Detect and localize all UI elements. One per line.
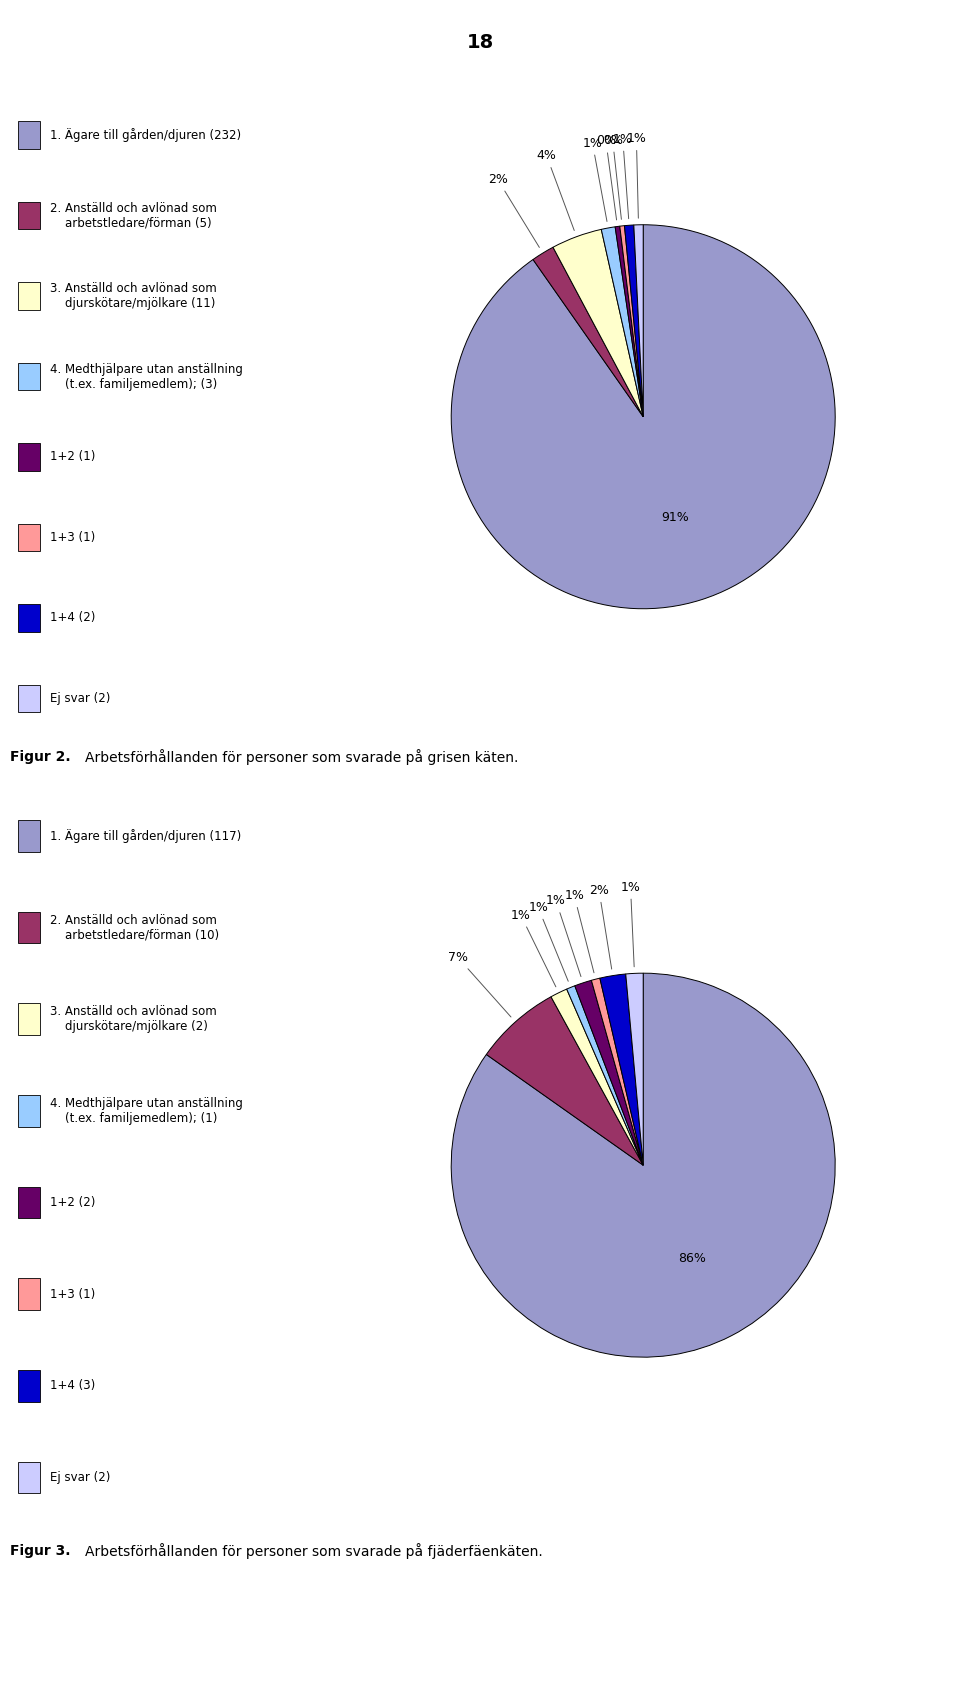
- Wedge shape: [487, 997, 643, 1165]
- Text: 2. Anställd och avlönad som
    arbetstledare/förman (5): 2. Anställd och avlönad som arbetstledar…: [50, 201, 217, 230]
- Text: 1+2 (1): 1+2 (1): [50, 451, 95, 463]
- Text: Arbetsförhållanden för personer som svarade på grisen käten.: Arbetsförhållanden för personer som svar…: [84, 748, 518, 765]
- Text: 1+4 (3): 1+4 (3): [50, 1380, 95, 1393]
- Text: 3. Anställd och avlönad som
    djurskötare/mjölkare (2): 3. Anställd och avlönad som djurskötare/…: [50, 1005, 217, 1033]
- Bar: [17, 686, 40, 713]
- Text: 4%: 4%: [537, 150, 574, 230]
- Text: Ej svar (2): Ej svar (2): [50, 1471, 110, 1483]
- Text: 2%: 2%: [488, 174, 540, 247]
- Text: 1+3 (1): 1+3 (1): [50, 531, 95, 544]
- Bar: [17, 202, 40, 230]
- Text: 1%: 1%: [511, 908, 556, 987]
- Bar: [17, 362, 40, 390]
- Bar: [17, 912, 40, 944]
- Wedge shape: [634, 225, 643, 417]
- Bar: [17, 524, 40, 551]
- Wedge shape: [533, 247, 643, 417]
- Text: Arbetsförhållanden för personer som svarade på fjäderfäenkäten.: Arbetsförhållanden för personer som svar…: [84, 1543, 542, 1560]
- Text: 91%: 91%: [661, 510, 689, 524]
- Wedge shape: [591, 978, 643, 1165]
- Wedge shape: [575, 980, 643, 1165]
- Bar: [17, 1187, 40, 1218]
- Text: Ej svar (2): Ej svar (2): [50, 692, 110, 704]
- Text: Figur 2.: Figur 2.: [10, 750, 70, 764]
- Wedge shape: [624, 225, 643, 417]
- Wedge shape: [626, 973, 643, 1165]
- Text: 1%: 1%: [546, 895, 581, 976]
- Text: 1%: 1%: [620, 881, 640, 966]
- Wedge shape: [451, 973, 835, 1357]
- Text: 1. Ägare till gården/djuren (117): 1. Ägare till gården/djuren (117): [50, 828, 241, 844]
- Text: 18: 18: [467, 32, 493, 53]
- Text: 1%: 1%: [564, 890, 594, 973]
- Text: 1. Ägare till gården/djuren (232): 1. Ägare till gården/djuren (232): [50, 128, 241, 143]
- Text: 2%: 2%: [589, 885, 612, 970]
- Text: 0%: 0%: [596, 134, 616, 219]
- Text: 1%: 1%: [627, 133, 646, 218]
- Text: 1+3 (1): 1+3 (1): [50, 1288, 95, 1301]
- Bar: [17, 1369, 40, 1402]
- Bar: [17, 444, 40, 471]
- Text: 1%: 1%: [528, 902, 568, 981]
- Bar: [17, 282, 40, 310]
- Wedge shape: [551, 988, 643, 1165]
- Text: 2. Anställd och avlönad som
    arbetstledare/förman (10): 2. Anställd och avlönad som arbetstledar…: [50, 913, 219, 942]
- Bar: [17, 1004, 40, 1034]
- Bar: [17, 1279, 40, 1310]
- Wedge shape: [600, 975, 643, 1165]
- Wedge shape: [615, 226, 643, 417]
- Text: 7%: 7%: [448, 951, 511, 1017]
- Bar: [17, 1461, 40, 1493]
- Wedge shape: [553, 230, 643, 417]
- Text: Figur 3.: Figur 3.: [10, 1545, 70, 1558]
- Text: 86%: 86%: [678, 1252, 706, 1266]
- Bar: [17, 820, 40, 852]
- Bar: [17, 1095, 40, 1126]
- Wedge shape: [620, 226, 643, 417]
- Text: 1+4 (2): 1+4 (2): [50, 611, 95, 624]
- Wedge shape: [451, 225, 835, 609]
- Bar: [17, 121, 40, 150]
- Text: 4. Medthjälpare utan anställning
    (t.ex. familjemedlem); (3): 4. Medthjälpare utan anställning (t.ex. …: [50, 362, 243, 391]
- Text: 1+2 (2): 1+2 (2): [50, 1196, 95, 1209]
- Bar: [17, 604, 40, 631]
- Text: 0%: 0%: [603, 133, 623, 219]
- Text: 1%: 1%: [612, 133, 633, 219]
- Wedge shape: [601, 226, 643, 417]
- Wedge shape: [566, 987, 643, 1165]
- Text: 3. Anställd och avlönad som
    djurskötare/mjölkare (11): 3. Anställd och avlönad som djurskötare/…: [50, 282, 217, 310]
- Text: 1%: 1%: [583, 136, 607, 221]
- Text: 4. Medthjälpare utan anställning
    (t.ex. familjemedlem); (1): 4. Medthjälpare utan anställning (t.ex. …: [50, 1097, 243, 1124]
